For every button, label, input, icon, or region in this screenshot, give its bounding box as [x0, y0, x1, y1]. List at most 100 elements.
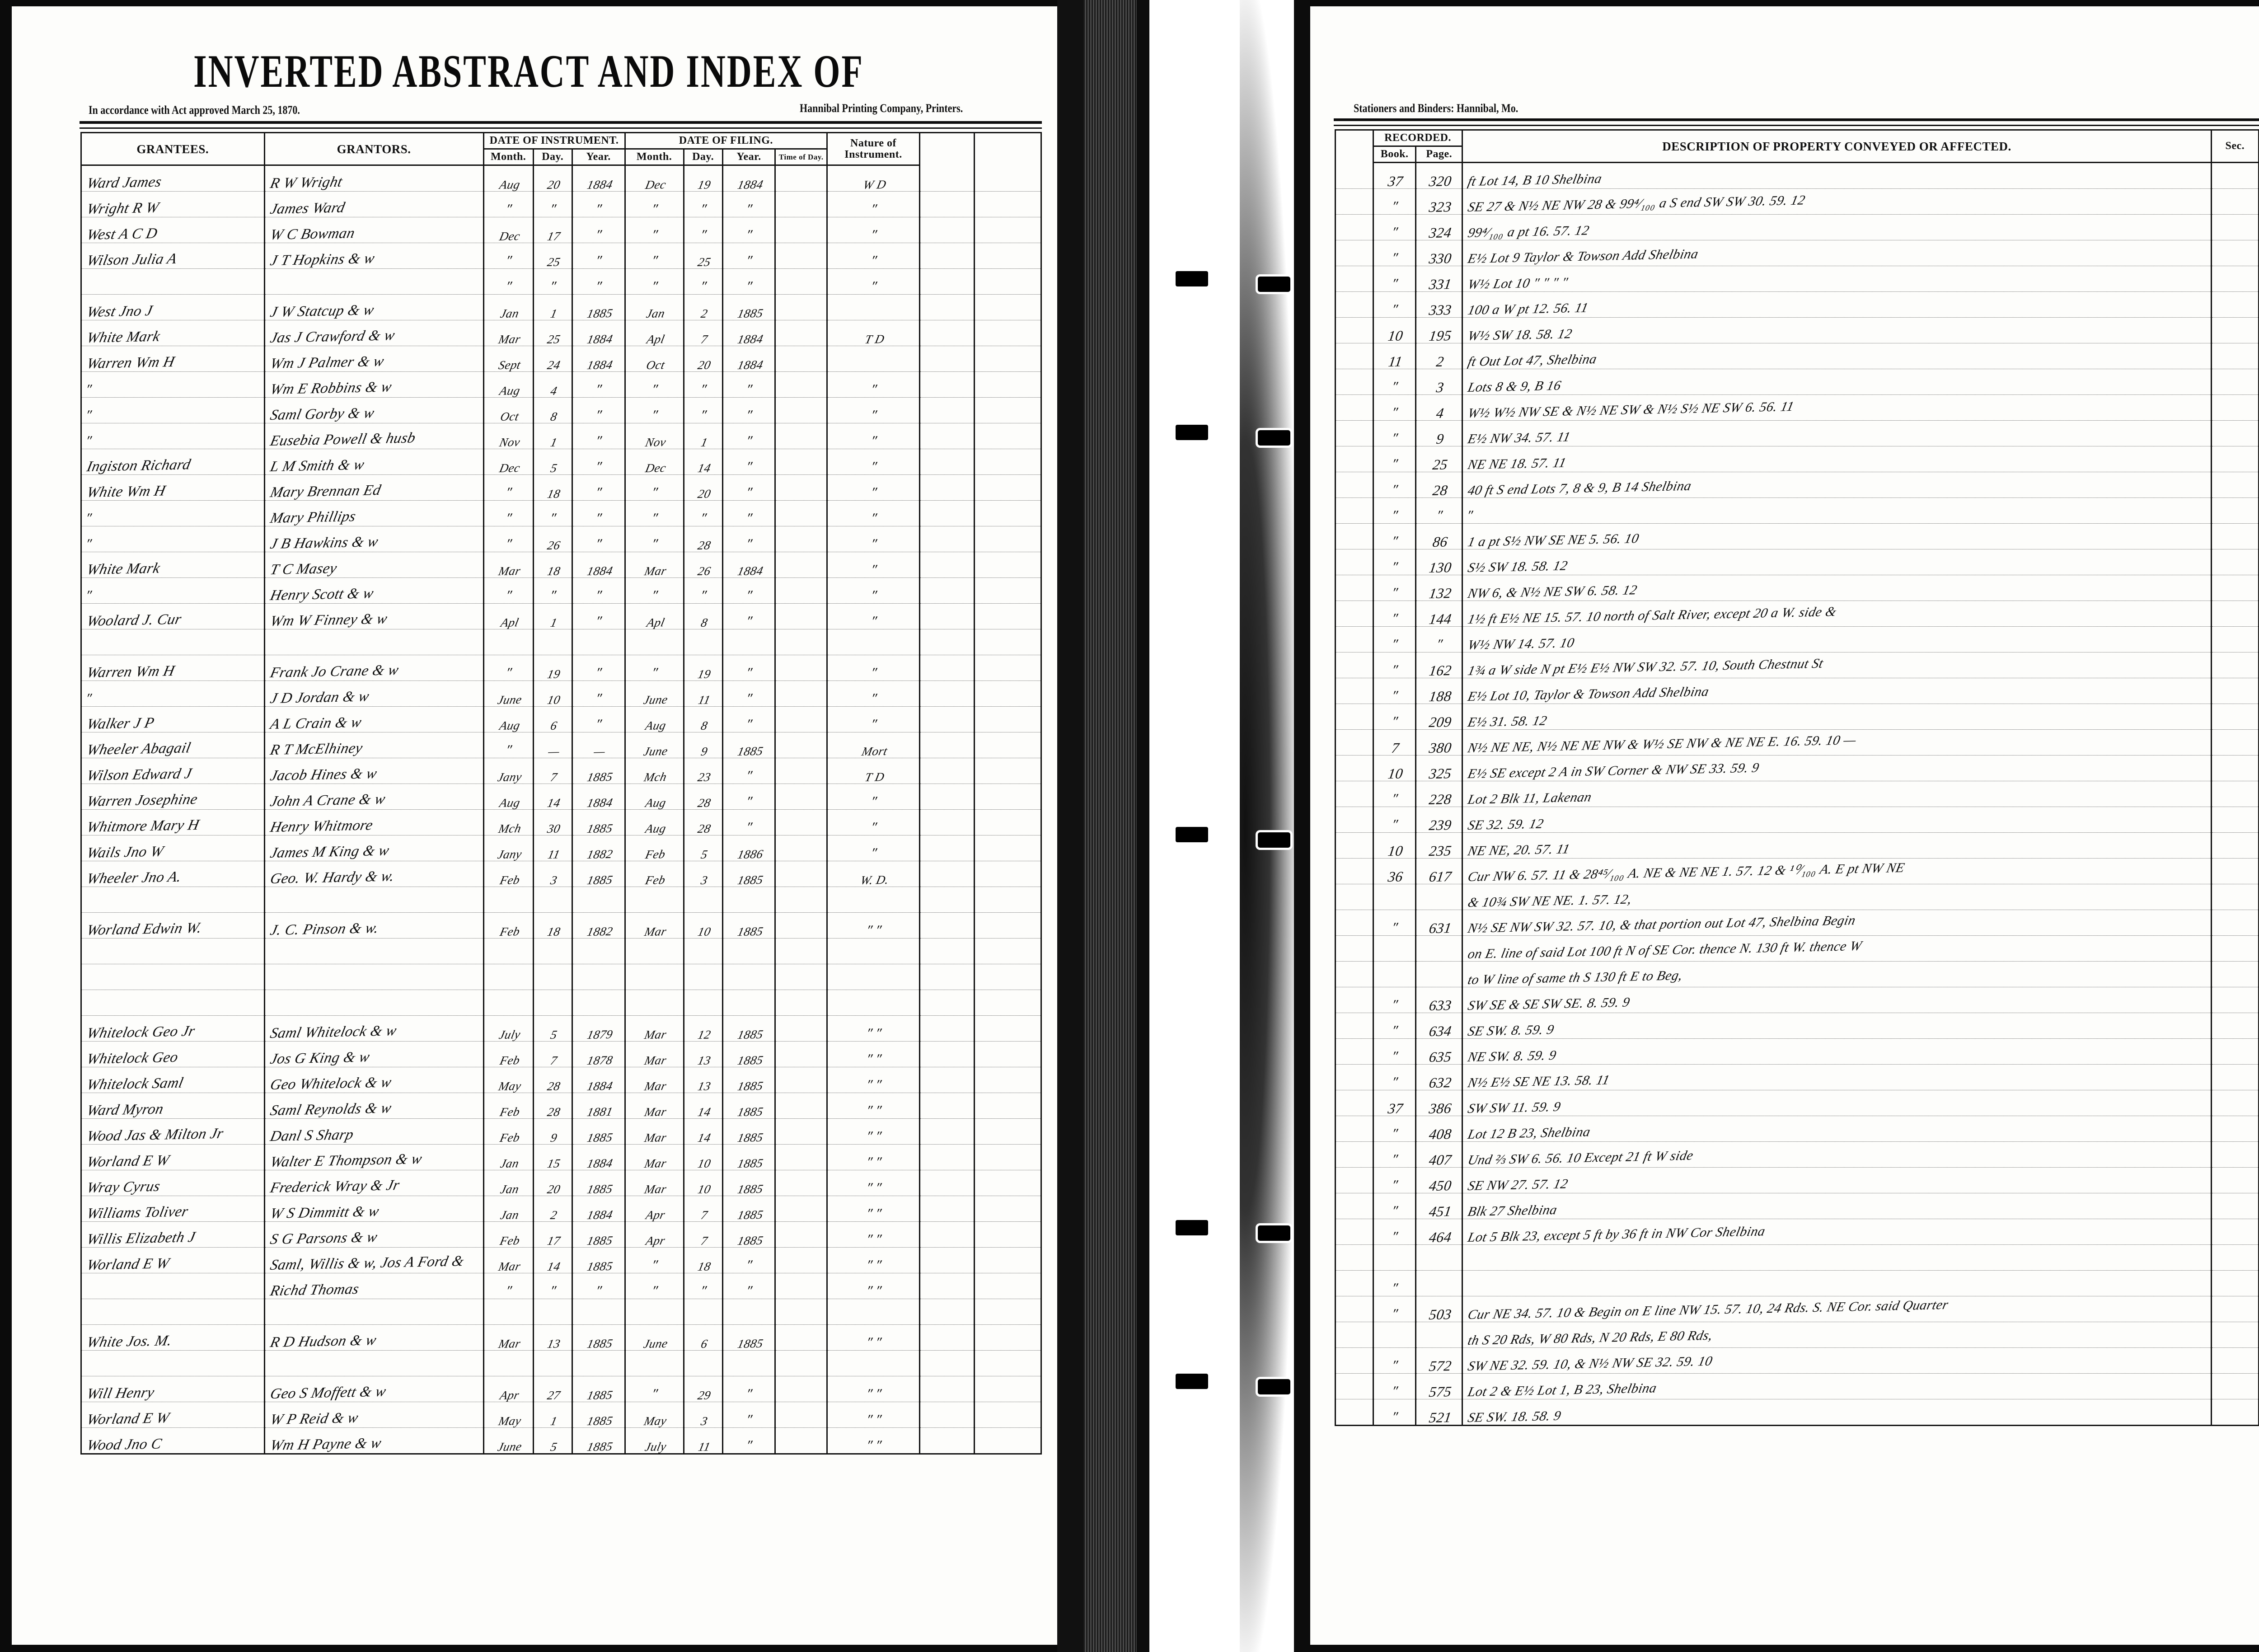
cell-text: 100 a W pt 12. 56. 11 — [1466, 300, 1590, 318]
cell-text: 19 — [696, 178, 712, 192]
cell-text: " — [868, 665, 878, 681]
cell-text: Will Henry — [85, 1384, 156, 1402]
cell-text: White Wm H — [85, 483, 167, 501]
instrument-month-cell: Jan — [483, 1170, 534, 1197]
page-cell: 239 — [1415, 807, 1463, 833]
cell-text: " — [744, 717, 754, 732]
page-cell: 464 — [1415, 1219, 1463, 1245]
cell-text: 1885 — [736, 925, 764, 939]
time-of-day-cell — [775, 1015, 828, 1042]
grantee-cell: Wright R W — [81, 191, 265, 218]
grantor-cell: W P Reid & w — [264, 1402, 484, 1428]
cell-text: " — [868, 253, 878, 268]
cell-text: Aug — [498, 718, 521, 732]
blank-column-cell — [974, 835, 1042, 862]
book-cell: " — [1373, 601, 1417, 627]
instrument-year-cell: 1885 — [572, 1170, 626, 1197]
grantee-cell: White Mark — [81, 552, 265, 578]
grantor-cell: Eusebia Powell & husb — [264, 423, 484, 450]
instrument-day-cell: 1 — [533, 294, 573, 321]
leading-blank-cell — [1335, 1270, 1374, 1297]
instrument-year-cell: " — [572, 655, 626, 681]
blank-column-cell — [974, 1067, 1042, 1094]
cell-text: 8 — [699, 616, 709, 629]
blank-column-cell — [974, 500, 1042, 527]
cell-text: Apl — [499, 615, 520, 629]
nature-cell: " " — [827, 1118, 921, 1145]
table-row: " 330 E½ Lot 9 Taylor & Towson Add Shelbin… — [1335, 240, 2259, 267]
page-cell — [1415, 1270, 1463, 1297]
leading-blank-cell — [1335, 678, 1374, 704]
book-cell: 36 — [1373, 858, 1417, 885]
cell-text: 1 — [699, 436, 709, 449]
filing-year-cell: 1885 — [722, 732, 776, 759]
cell-text: " — [1390, 1409, 1400, 1425]
cell-text: Mar — [643, 925, 668, 939]
cell-text: 1882 — [586, 925, 614, 939]
filing-day-cell: 9 — [684, 732, 723, 759]
time-of-day-cell — [775, 1170, 828, 1197]
grantor-cell: J W Statcup & w — [264, 294, 484, 321]
blank-column-cell — [919, 1093, 975, 1119]
cell-text: 2 — [549, 1208, 559, 1222]
instrument-day-cell — [533, 1350, 573, 1377]
blank-column-cell — [919, 320, 975, 347]
filing-year-cell: " — [722, 706, 776, 733]
grantee-cell: Wails Jno W — [81, 835, 265, 862]
blank-column-cell — [919, 1041, 975, 1068]
cell-text: 18 — [546, 564, 562, 578]
th-time-of-day: Time of Day. — [775, 149, 828, 166]
instrument-month-cell: Feb — [483, 1221, 534, 1248]
cell-text: " " — [864, 1180, 883, 1196]
cell-text: " — [84, 408, 93, 423]
table-row: 37 386 SW SW 11. 59. 9 — [1335, 1090, 2259, 1117]
th-description: DESCRIPTION OF PROPERTY CONVEYED OR AFFE… — [1462, 130, 2212, 164]
filing-year-cell — [722, 1299, 776, 1325]
instrument-day-cell: 24 — [533, 346, 573, 372]
instrument-year-cell: 1885 — [572, 1221, 626, 1248]
cell-text: Worland E W — [85, 1410, 171, 1428]
cell-text: Lot 12 B 23, Shelbina — [1466, 1124, 1592, 1142]
cell-text: " — [698, 408, 708, 423]
cell-text: 1 — [549, 307, 559, 320]
cell-text: " — [868, 227, 878, 243]
cell-text: " — [744, 227, 754, 243]
page-cell: 325 — [1415, 755, 1463, 782]
instrument-day-cell — [533, 1299, 573, 1325]
table-row: " 408 Lot 12 B 23, Shelbina — [1335, 1116, 2259, 1142]
cell-text: Lot 2 Blk 11, Lakenan — [1466, 789, 1593, 807]
cell-text: W P Reid & w — [268, 1410, 360, 1428]
leading-blank-cell — [1335, 446, 1374, 473]
leading-blank-cell — [1335, 369, 1374, 395]
cell-text: Feb — [644, 847, 667, 861]
table-row: " 635 NE SW. 8. 59. 9 — [1335, 1038, 2259, 1065]
leading-blank-cell — [1335, 1219, 1374, 1245]
instrument-day-cell: 7 — [533, 1041, 573, 1068]
leading-blank-cell — [1335, 162, 1374, 189]
instrument-month-cell — [483, 964, 534, 990]
cell-text: Danl S Sharp — [268, 1126, 355, 1145]
description-cell: E½ NW 34. 57. 11 — [1462, 420, 2212, 447]
instrument-month-cell: July — [483, 1015, 534, 1042]
cell-text: 1885 — [586, 306, 614, 320]
time-of-day-cell — [775, 1067, 828, 1094]
gutter-band-dark-right — [1294, 0, 1310, 1652]
cell-text: 17 — [546, 229, 562, 243]
staple-mark-1 — [1176, 271, 1208, 286]
cell-text: 9 — [1435, 431, 1445, 446]
instrument-month-cell: Jan — [483, 1144, 534, 1171]
instrument-day-cell: 28 — [533, 1093, 573, 1119]
instrument-month-cell: " — [483, 243, 534, 269]
filing-month-cell: " — [625, 1376, 684, 1403]
table-row — [81, 887, 1042, 913]
time-of-day-cell — [775, 964, 828, 990]
grantee-cell — [81, 1273, 265, 1300]
table-row: " " " " " " " — [81, 268, 1042, 295]
sec-cell — [2211, 1373, 2259, 1400]
instrument-year-cell — [572, 964, 626, 990]
filing-month-cell: Mar — [625, 912, 684, 939]
cell-text: Mar — [643, 1131, 668, 1145]
leading-blank-cell — [1335, 575, 1374, 601]
instrument-day-cell: 1 — [533, 1402, 573, 1428]
